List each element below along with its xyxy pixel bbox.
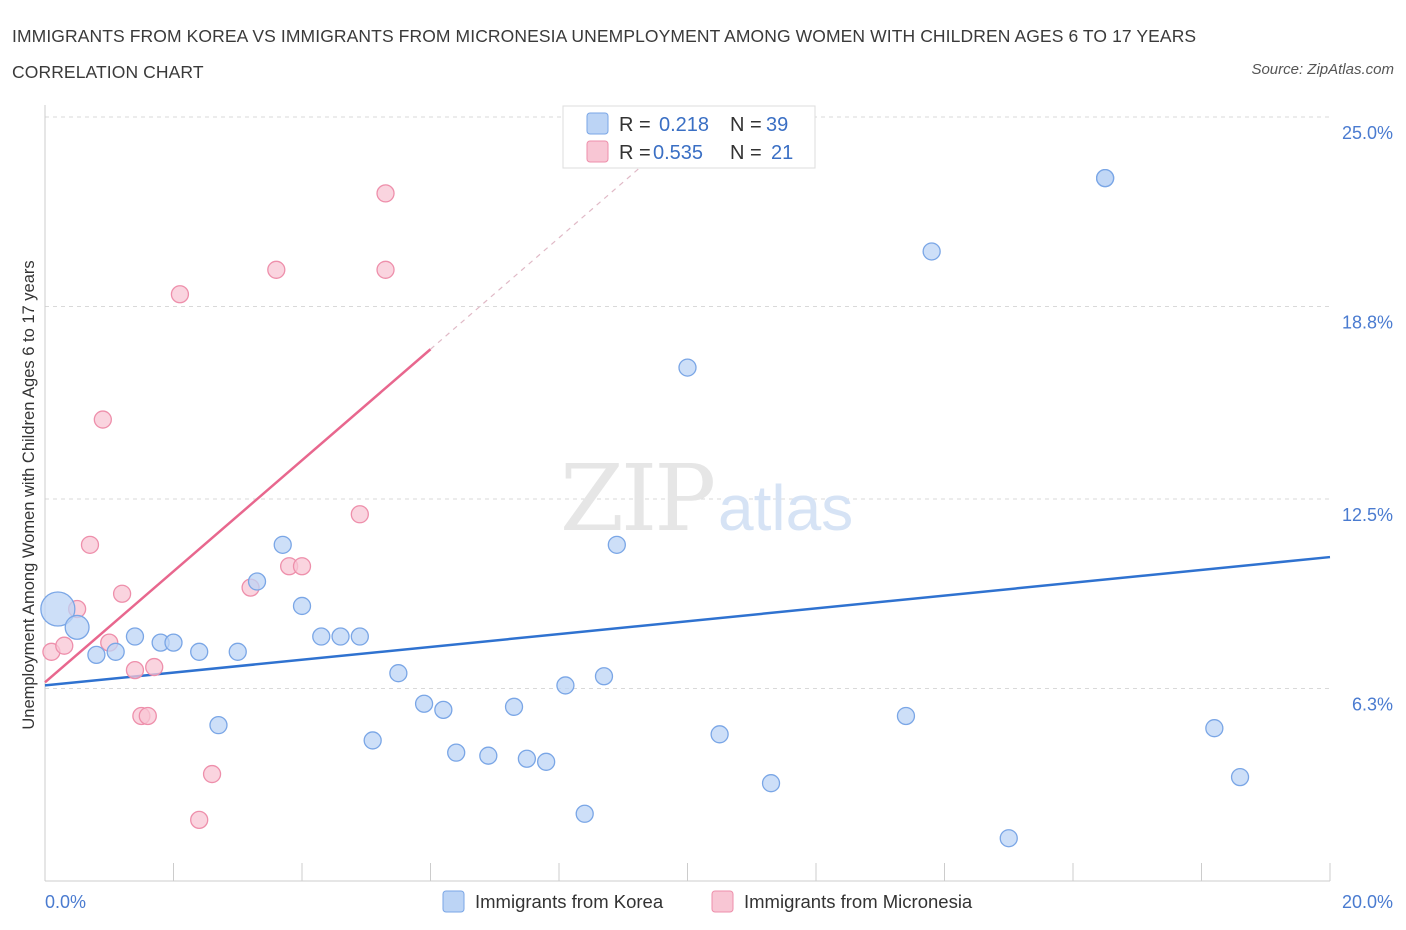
korea-point: [40, 591, 76, 627]
korea-point: [678, 358, 697, 377]
korea-series-label: Immigrants from Korea: [475, 891, 664, 912]
korea-point: [64, 614, 90, 640]
korea-point: [999, 829, 1018, 848]
korea-point: [247, 572, 267, 591]
micronesia-point: [376, 184, 395, 203]
korea-point: [517, 749, 537, 768]
korea-point: [896, 706, 916, 726]
y-tick-label: 25.0%: [1342, 123, 1393, 143]
korea-point: [594, 667, 614, 686]
data-points: [40, 168, 1250, 848]
korea-point: [1205, 719, 1224, 738]
micronesia-point: [138, 706, 157, 726]
stats-legend: R = 0.218 N = 39 R = 0.535 N = 21: [562, 105, 816, 169]
micronesia-point: [55, 636, 74, 655]
y-tick-label: 18.8%: [1342, 312, 1393, 332]
korea-point: [312, 627, 331, 646]
micronesia-point: [80, 535, 100, 554]
korea-point: [607, 535, 626, 554]
korea-point: [190, 642, 209, 661]
korea-point: [209, 715, 228, 735]
korea-series-swatch: [442, 890, 465, 913]
korea-n-label: N =: [730, 114, 762, 136]
watermark-atlas: atlas: [718, 472, 853, 544]
micronesia-n-label: N =: [730, 142, 762, 164]
micronesia-r-label: R =: [619, 142, 651, 164]
korea-trend-line: [44, 555, 1331, 687]
x-tick-labels: 0.0% 20.0%: [45, 892, 1393, 912]
source-credit: Source: ZipAtlas.com: [1251, 61, 1394, 78]
micronesia-n-value: 21: [771, 142, 793, 164]
watermark-zip: ZIP: [560, 445, 713, 552]
micronesia-point: [145, 657, 164, 677]
korea-point: [1230, 767, 1250, 787]
x-tick-label: 20.0%: [1342, 892, 1393, 912]
korea-legend-swatch: [586, 112, 609, 135]
micronesia-trend-line: [44, 348, 432, 684]
korea-point: [504, 697, 524, 716]
korea-point: [761, 774, 781, 793]
micronesia-trend-extension: [430, 159, 650, 350]
korea-point: [228, 642, 247, 661]
korea-point: [273, 535, 292, 554]
korea-point: [331, 627, 350, 646]
micronesia-point: [202, 764, 222, 784]
korea-point: [434, 700, 453, 720]
micronesia-point: [125, 660, 145, 680]
micronesia-point: [292, 557, 312, 576]
micronesia-series-label: Immigrants from Micronesia: [744, 891, 973, 912]
korea-point: [87, 645, 106, 665]
korea-point: [292, 596, 312, 616]
korea-point: [363, 731, 382, 750]
chart-title: IMMIGRANTS FROM KOREA VS IMMIGRANTS FROM…: [12, 26, 1197, 82]
korea-point: [922, 242, 941, 261]
korea-point: [537, 752, 556, 771]
korea-point: [710, 725, 729, 744]
korea-point: [556, 676, 575, 695]
korea-r-value: 0.218: [659, 114, 709, 136]
y-tick-label: 6.3%: [1352, 694, 1393, 714]
y-tick-label: 12.5%: [1342, 505, 1393, 525]
korea-point: [125, 627, 145, 646]
trend-lines: [44, 159, 1331, 687]
korea-point: [389, 664, 408, 683]
y-axis-label: Unemployment Among Women with Children A…: [20, 260, 38, 729]
korea-n-value: 39: [766, 114, 788, 136]
micronesia-point: [93, 410, 112, 429]
micronesia-point: [267, 260, 286, 279]
micronesia-series-swatch: [711, 890, 734, 913]
grid-lines: [45, 116, 1330, 689]
x-tick-label: 0.0%: [45, 892, 86, 912]
korea-point: [1095, 168, 1115, 188]
korea-point: [575, 804, 594, 823]
korea-point: [164, 633, 183, 652]
series-legend: Immigrants from Korea Immigrants from Mi…: [442, 890, 973, 913]
y-tick-labels: 6.3% 12.5% 18.8% 25.0%: [1342, 123, 1393, 714]
micronesia-point: [376, 260, 395, 279]
micronesia-point: [190, 810, 209, 830]
korea-r-label: R =: [619, 114, 651, 136]
korea-point: [350, 627, 369, 646]
micronesia-point: [112, 584, 132, 603]
micronesia-point: [170, 285, 190, 304]
micronesia-point: [350, 505, 369, 524]
korea-point: [479, 746, 498, 765]
korea-point: [447, 743, 466, 762]
micronesia-legend-swatch: [586, 140, 609, 163]
axes: [44, 105, 1331, 882]
korea-point: [414, 694, 434, 713]
micronesia-r-value: 0.535: [653, 142, 703, 164]
korea-point: [106, 642, 125, 661]
